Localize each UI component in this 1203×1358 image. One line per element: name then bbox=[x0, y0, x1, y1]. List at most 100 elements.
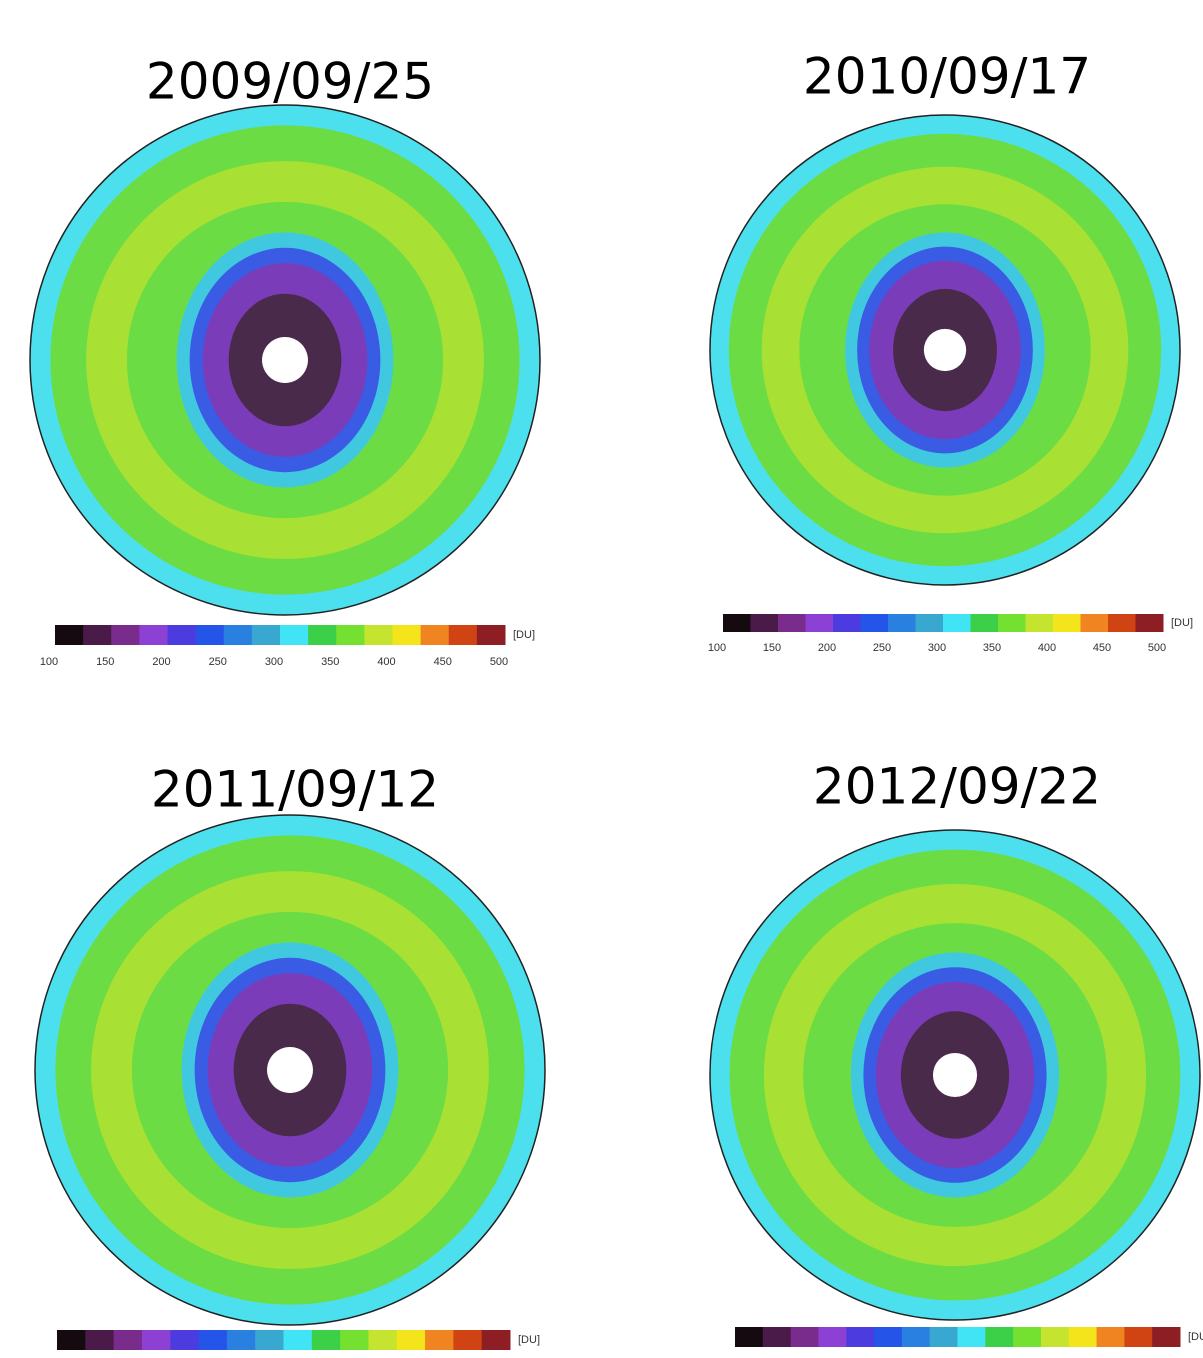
colorbar-swatch bbox=[336, 625, 365, 645]
colorbar-swatch bbox=[778, 614, 806, 632]
colorbar-swatch bbox=[114, 1330, 143, 1350]
colorbar-swatch bbox=[1069, 1327, 1097, 1347]
colorbar-swatch bbox=[861, 614, 889, 632]
colorbar-swatch bbox=[196, 625, 225, 645]
ozone-ring bbox=[933, 1053, 977, 1097]
panel-title: 2009/09/25 bbox=[146, 53, 434, 111]
colorbar-swatch bbox=[425, 1330, 454, 1350]
colorbar-swatch bbox=[340, 1330, 369, 1350]
colorbar-tick-label: 400 bbox=[377, 656, 395, 668]
ozone-figure: 2009/09/25 [DU] 100 150 200 250 300 350 400 450 50… bbox=[0, 0, 1203, 1358]
colorbar-swatch bbox=[723, 614, 751, 632]
colorbar-swatch bbox=[1053, 614, 1081, 632]
colorbar-swatch bbox=[85, 1330, 114, 1350]
ozone-panel: 2009/09/25 [DU] 100 150 200 250 300 350 400 450 50… bbox=[30, 53, 540, 668]
ozone-panel: 2011/09/12 [DU] bbox=[35, 761, 545, 1351]
colorbar-swatch bbox=[284, 1330, 313, 1350]
colorbar-swatch bbox=[1108, 614, 1136, 632]
colorbar-swatch bbox=[142, 1330, 171, 1350]
colorbar-swatch bbox=[170, 1330, 199, 1350]
colorbar-swatch bbox=[227, 1330, 256, 1350]
colorbar-swatch bbox=[818, 1327, 846, 1347]
colorbar-swatch bbox=[751, 614, 779, 632]
colorbar-tick-label: 300 bbox=[265, 656, 283, 668]
globe-map bbox=[35, 815, 545, 1325]
colorbar-swatch bbox=[846, 1327, 874, 1347]
globe-map bbox=[710, 115, 1180, 585]
ozone-ring bbox=[267, 1047, 313, 1093]
colorbar-tick-label: 350 bbox=[321, 656, 339, 668]
colorbar-tick-label: 400 bbox=[1038, 642, 1056, 654]
colorbar-swatch bbox=[902, 1327, 930, 1347]
colorbar-swatch bbox=[806, 614, 834, 632]
colorbar-swatch bbox=[1136, 614, 1164, 632]
colorbar-swatch bbox=[477, 625, 506, 645]
colorbar-swatch bbox=[791, 1327, 819, 1347]
panel-title: 2012/09/22 bbox=[813, 758, 1101, 816]
colorbar-tick-label: 250 bbox=[209, 656, 227, 668]
globe-map bbox=[710, 830, 1200, 1320]
colorbar-swatch bbox=[998, 614, 1026, 632]
colorbar-swatch bbox=[1013, 1327, 1041, 1347]
colorbar-tick-label: 150 bbox=[96, 656, 114, 668]
colorbar-tick-label: 200 bbox=[818, 642, 836, 654]
colorbar-swatch bbox=[111, 625, 140, 645]
colorbar-tick-label: 150 bbox=[763, 642, 781, 654]
colorbar-tick-label: 500 bbox=[1148, 642, 1166, 654]
colorbar-tick-label: 200 bbox=[152, 656, 170, 668]
colorbar-swatch bbox=[312, 1330, 341, 1350]
colorbar-tick-label: 350 bbox=[983, 642, 1001, 654]
colorbar-swatch bbox=[943, 614, 971, 632]
colorbar-swatch bbox=[252, 625, 281, 645]
colorbar-swatch bbox=[199, 1330, 228, 1350]
colorbar-swatch bbox=[1152, 1327, 1180, 1347]
colorbar-swatch bbox=[930, 1327, 958, 1347]
colorbar-unit: [DU] bbox=[1188, 1331, 1203, 1343]
colorbar-swatch bbox=[1026, 614, 1054, 632]
panel-title: 2010/09/17 bbox=[803, 48, 1091, 106]
colorbar-swatch bbox=[364, 625, 393, 645]
colorbar-swatch bbox=[735, 1327, 763, 1347]
colorbar-unit: [DU] bbox=[1171, 617, 1193, 629]
colorbar-tick-label: 250 bbox=[873, 642, 891, 654]
colorbar-swatch bbox=[1124, 1327, 1152, 1347]
colorbar-swatch bbox=[985, 1327, 1013, 1347]
colorbar-tick-label: 500 bbox=[490, 656, 508, 668]
colorbar-swatch bbox=[308, 625, 337, 645]
globe-map bbox=[30, 105, 540, 615]
colorbar-swatch bbox=[368, 1330, 397, 1350]
colorbar-tick-label: 300 bbox=[928, 642, 946, 654]
ozone-ring bbox=[262, 337, 308, 383]
colorbar-swatch bbox=[763, 1327, 791, 1347]
colorbar-swatch bbox=[453, 1330, 482, 1350]
colorbar-swatch bbox=[1097, 1327, 1125, 1347]
colorbar-swatch bbox=[139, 625, 168, 645]
colorbar-tick-label: 450 bbox=[434, 656, 452, 668]
colorbar-tick-label: 100 bbox=[40, 656, 58, 668]
colorbar-swatch bbox=[1041, 1327, 1069, 1347]
colorbar-swatch bbox=[833, 614, 861, 632]
colorbar-swatch bbox=[255, 1330, 284, 1350]
colorbar-swatch bbox=[482, 1330, 511, 1350]
colorbar-unit: [DU] bbox=[513, 629, 535, 641]
ozone-ring bbox=[924, 329, 966, 371]
colorbar-swatch bbox=[393, 625, 422, 645]
colorbar-unit: [DU] bbox=[518, 1334, 540, 1346]
colorbar-swatch bbox=[224, 625, 253, 645]
colorbar-swatch bbox=[397, 1330, 426, 1350]
panel-title: 2011/09/12 bbox=[151, 761, 439, 819]
colorbar-swatch bbox=[57, 1330, 86, 1350]
colorbar-swatch bbox=[888, 614, 916, 632]
colorbar-swatch bbox=[971, 614, 999, 632]
ozone-panel: 2010/09/17 [DU] 100 150 200 250 300 350 400 450 50… bbox=[708, 48, 1193, 654]
colorbar-swatch bbox=[916, 614, 944, 632]
colorbar-swatch bbox=[958, 1327, 986, 1347]
colorbar-swatch bbox=[874, 1327, 902, 1347]
colorbar-swatch bbox=[280, 625, 309, 645]
colorbar-swatch bbox=[1081, 614, 1109, 632]
colorbar-swatch bbox=[83, 625, 112, 645]
colorbar-swatch bbox=[421, 625, 450, 645]
colorbar-tick-label: 100 bbox=[708, 642, 726, 654]
colorbar-tick-label: 450 bbox=[1093, 642, 1111, 654]
colorbar-swatch bbox=[55, 625, 84, 645]
